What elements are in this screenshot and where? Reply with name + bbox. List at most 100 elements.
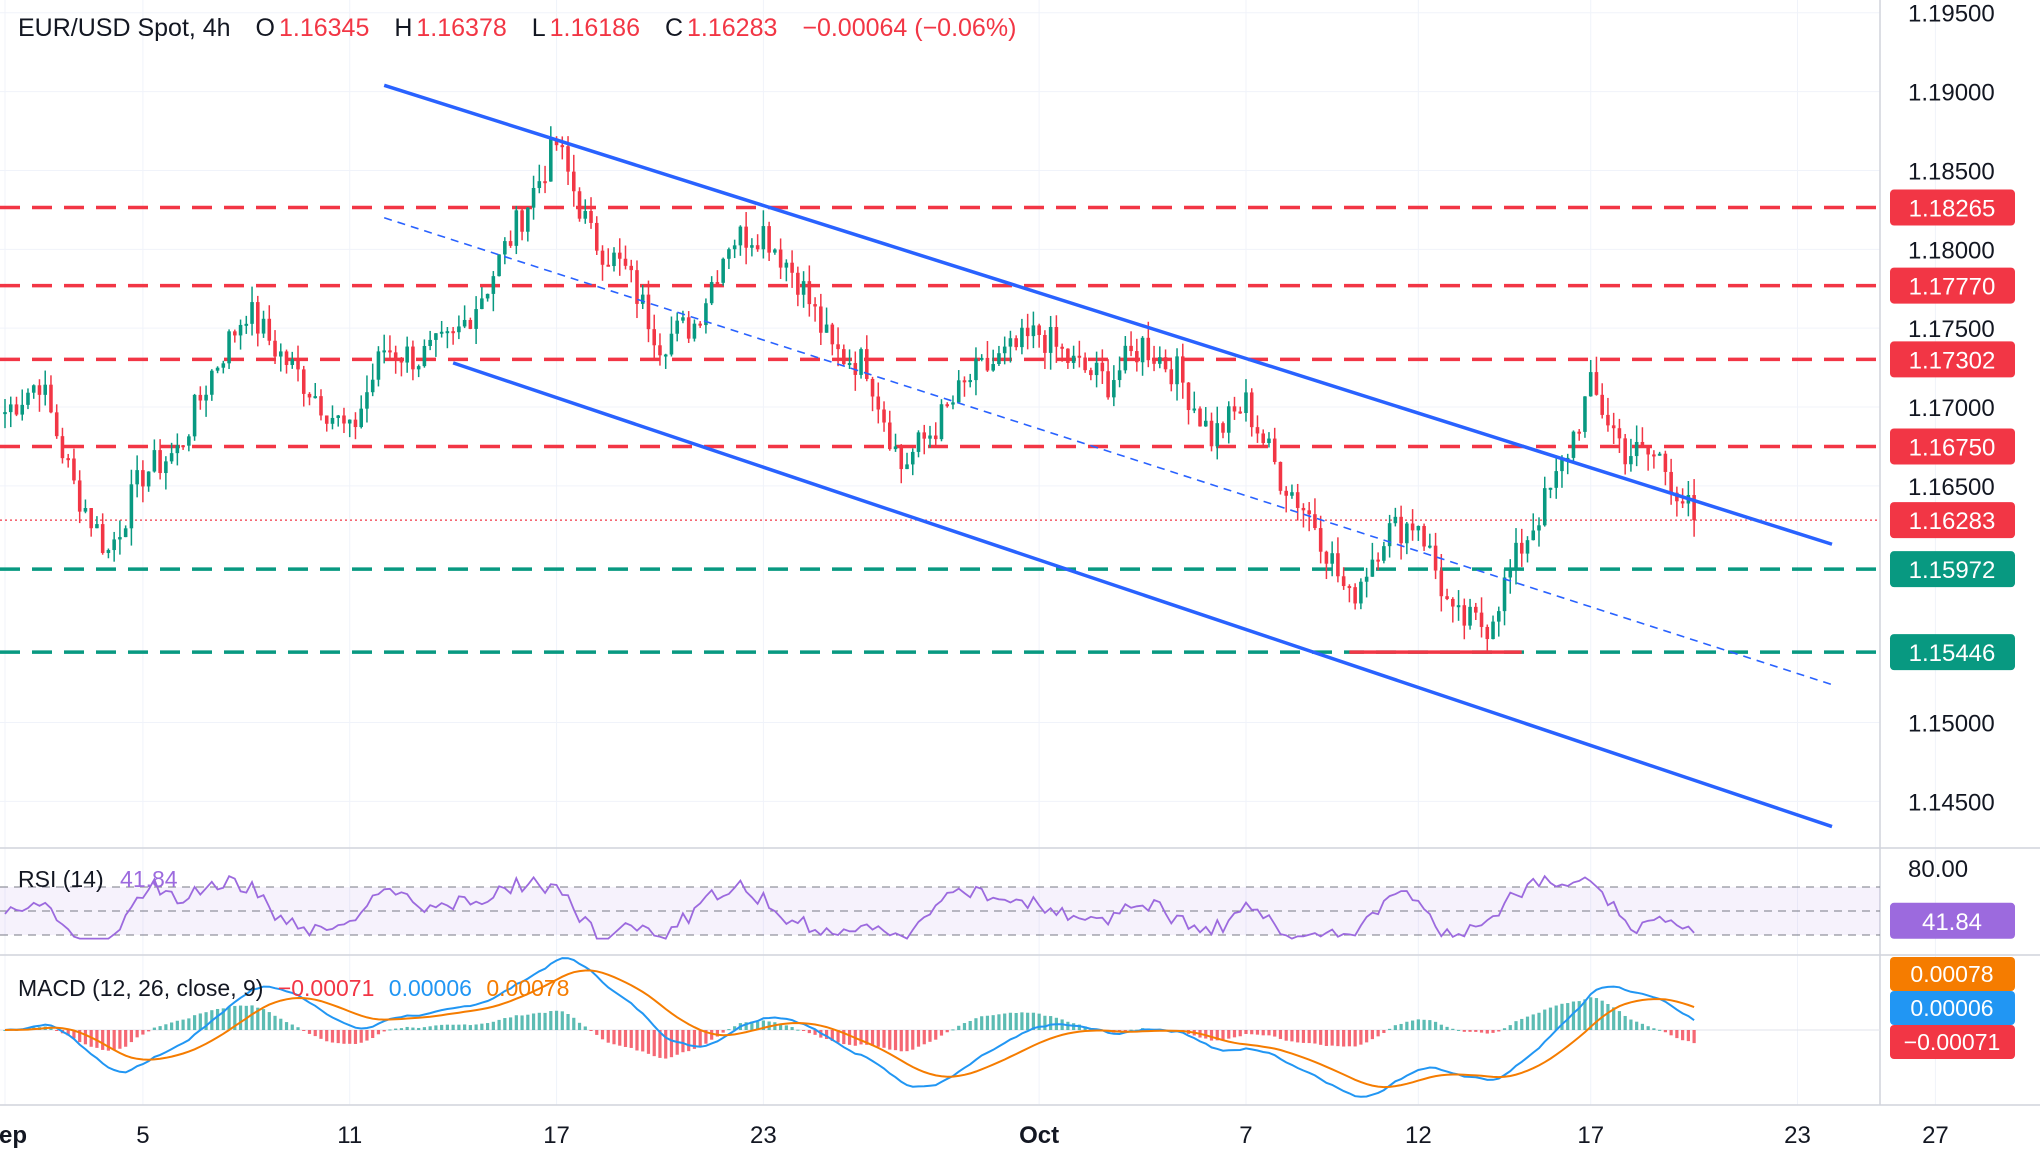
macd-hist-bar (1014, 1013, 1018, 1030)
macd-hist-bar (233, 1005, 237, 1030)
macd-hist-bar (325, 1030, 329, 1042)
last-price-badge (1890, 502, 2015, 539)
macd-hist-bar (296, 1027, 300, 1030)
macd-hist-bar (1537, 1012, 1541, 1030)
candle-body (1514, 542, 1518, 570)
macd-hist-bar (1606, 1004, 1610, 1030)
macd-hist-bar (83, 1030, 88, 1045)
macd-hist-bar (175, 1020, 179, 1030)
candle-body (215, 367, 220, 371)
candle-body (1428, 545, 1432, 548)
candle-body (1525, 540, 1530, 554)
candle-body (284, 351, 289, 365)
candle-body (1278, 461, 1283, 491)
candle-body (669, 333, 674, 355)
macd-hist-bar (698, 1030, 702, 1047)
candle-body (1606, 414, 1610, 426)
macd-hist-bar (491, 1021, 495, 1030)
candle-body (819, 306, 823, 333)
macd-hist-bar (66, 1030, 70, 1036)
macd-hist-bar (1692, 1030, 1696, 1044)
candle-body (916, 432, 921, 452)
candle-body (807, 281, 812, 305)
macd-signal-badge (1890, 957, 2015, 991)
macd-hist-bar (595, 1030, 599, 1035)
macd-hist-bar (704, 1030, 708, 1044)
candle-body (928, 435, 932, 439)
candle-body (26, 392, 30, 405)
macd-hist-bar (658, 1030, 662, 1058)
candle-body (865, 349, 869, 379)
macd-hist-bar (1209, 1030, 1214, 1041)
macd-hist-bar (399, 1028, 404, 1030)
candle-body (1588, 372, 1593, 397)
candle-body (1232, 406, 1237, 412)
macd-hist-bar (1232, 1030, 1237, 1038)
candle-body (663, 354, 668, 357)
macd-hist-bar (273, 1015, 277, 1030)
candle-body (1117, 370, 1122, 381)
macd-hist-bar (1652, 1028, 1656, 1030)
macd-hist-bar (101, 1030, 105, 1050)
candle-body (313, 396, 318, 399)
candle-body (1611, 425, 1616, 429)
rsi-label: RSI (14) (18, 866, 104, 892)
macd-hist-bar (1485, 1030, 1489, 1034)
candle-body (543, 181, 547, 184)
macd-hist-bar (480, 1023, 484, 1030)
macd-hist-bar (256, 1007, 260, 1030)
candle-body (37, 385, 42, 395)
level-badge-label: 1.18265 (1909, 196, 1996, 223)
candle-body (1002, 346, 1007, 354)
candle-body (393, 352, 398, 361)
macd-hist-bar (847, 1030, 852, 1045)
macd-hist-bar (1319, 1030, 1323, 1045)
candle-body (675, 320, 679, 334)
macd-hist-bar (164, 1024, 168, 1030)
candle-body (1255, 427, 1260, 434)
macd-hist-bar (290, 1024, 294, 1030)
macd-hist-bar (417, 1027, 421, 1030)
macd-hist-bar (618, 1030, 622, 1046)
candle-body (1181, 356, 1185, 383)
candle-body (382, 350, 386, 353)
candle-body (991, 364, 995, 371)
channel-lower-line (452, 361, 1833, 829)
candle-body (83, 508, 88, 512)
candle-body (1313, 514, 1317, 529)
candle-body (773, 249, 777, 253)
macd-hist-bar (1646, 1026, 1650, 1030)
candle-body (715, 282, 720, 285)
candle-body (1583, 396, 1587, 432)
macd-hist-bar (882, 1030, 886, 1048)
macd-hist-bar (836, 1030, 840, 1043)
macd-hist-bar (394, 1028, 398, 1030)
macd-hist-bar (939, 1030, 944, 1036)
macd-hist-bar (1663, 1030, 1667, 1033)
macd-hist-bar (750, 1021, 754, 1030)
candle-body (1629, 456, 1633, 465)
candle-body (175, 445, 180, 454)
macd-hist-bar (49, 1027, 53, 1030)
macd-hist-bar (893, 1030, 898, 1051)
macd-hist-bar (1456, 1029, 1461, 1031)
channel-upper-line (383, 83, 1833, 546)
candle-body (141, 470, 145, 487)
macd-hist-bar (1686, 1030, 1690, 1042)
macd-hist-bar (761, 1020, 765, 1030)
candle-body (1594, 372, 1599, 395)
y-tick-label: 1.18500 (1908, 158, 1995, 185)
candle-body (256, 302, 260, 334)
candle-body (709, 282, 714, 304)
macd-hist-bar (284, 1022, 289, 1030)
candle-body (1445, 596, 1449, 599)
candle-body (859, 349, 863, 375)
level-badge (1890, 428, 2015, 465)
x-tick-label: 23 (1784, 1122, 1811, 1149)
candle-body (164, 461, 168, 474)
macd-signal-badge-label: 0.00078 (1910, 961, 1993, 987)
macd-hist-bar (348, 1030, 352, 1044)
candle-body (549, 138, 553, 182)
x-tick-label: 23 (750, 1122, 777, 1149)
